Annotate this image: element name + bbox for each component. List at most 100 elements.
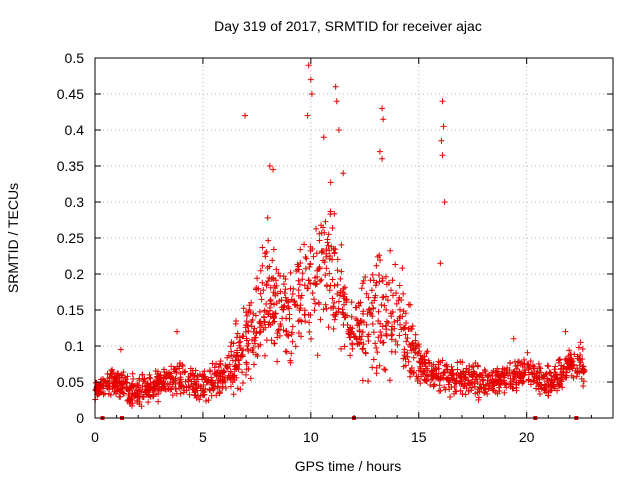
data-point bbox=[379, 277, 386, 284]
data-point bbox=[139, 371, 146, 378]
data-point bbox=[100, 383, 107, 390]
data-point bbox=[297, 305, 304, 312]
y-tick-label: 0.35 bbox=[57, 158, 84, 174]
data-point bbox=[208, 392, 215, 399]
data-point bbox=[240, 305, 247, 312]
data-point bbox=[342, 314, 349, 321]
data-point bbox=[357, 299, 364, 306]
data-point bbox=[503, 384, 510, 391]
data-point bbox=[271, 340, 278, 347]
data-point bbox=[296, 281, 303, 288]
data-point bbox=[277, 323, 284, 330]
data-point bbox=[407, 344, 414, 351]
data-point bbox=[364, 333, 371, 340]
data-point bbox=[340, 310, 347, 317]
data-point bbox=[382, 273, 389, 280]
data-point bbox=[155, 398, 162, 405]
data-point bbox=[142, 389, 149, 396]
data-point bbox=[334, 267, 341, 274]
data-point bbox=[335, 127, 342, 133]
data-point bbox=[579, 345, 586, 352]
data-point bbox=[384, 297, 391, 304]
data-point bbox=[371, 294, 378, 301]
data-point bbox=[410, 354, 417, 361]
data-point bbox=[196, 396, 203, 403]
data-point bbox=[490, 387, 497, 394]
data-point bbox=[321, 229, 328, 236]
data-point bbox=[282, 294, 289, 301]
data-point bbox=[331, 282, 338, 289]
data-point bbox=[358, 285, 365, 292]
data-point bbox=[465, 380, 472, 387]
data-point bbox=[172, 375, 179, 382]
data-point bbox=[348, 299, 355, 306]
data-point bbox=[403, 338, 410, 345]
data-point bbox=[414, 342, 421, 349]
data-point bbox=[147, 381, 154, 388]
data-point bbox=[457, 378, 464, 385]
data-point bbox=[264, 278, 271, 285]
data-point bbox=[501, 377, 508, 384]
x-tick-label: 10 bbox=[303, 429, 319, 445]
data-point bbox=[405, 326, 412, 333]
data-point bbox=[423, 349, 430, 356]
data-point bbox=[282, 348, 289, 355]
data-point bbox=[140, 393, 147, 400]
data-point bbox=[289, 290, 296, 297]
data-point bbox=[121, 390, 128, 397]
data-point bbox=[490, 382, 497, 389]
data-point bbox=[452, 379, 459, 386]
data-point bbox=[492, 369, 499, 376]
data-point bbox=[389, 331, 396, 338]
data-point bbox=[257, 341, 264, 348]
data-point bbox=[580, 382, 587, 389]
data-point bbox=[201, 368, 208, 375]
data-point bbox=[273, 300, 280, 307]
data-point bbox=[495, 368, 502, 375]
data-point bbox=[412, 331, 419, 338]
data-point bbox=[334, 281, 341, 288]
data-point bbox=[255, 285, 262, 292]
data-point bbox=[487, 376, 494, 383]
data-point bbox=[396, 332, 403, 339]
data-point bbox=[419, 355, 426, 362]
data-point bbox=[453, 371, 460, 378]
data-point bbox=[295, 318, 302, 325]
data-point bbox=[375, 308, 382, 315]
data-point bbox=[326, 255, 333, 262]
data-point bbox=[222, 362, 229, 369]
data-point bbox=[401, 324, 408, 331]
data-point bbox=[279, 315, 286, 322]
data-point bbox=[371, 297, 378, 304]
data-point bbox=[250, 328, 257, 335]
data-point bbox=[227, 383, 234, 390]
data-point bbox=[318, 276, 325, 283]
data-point bbox=[317, 278, 324, 285]
data-point bbox=[244, 312, 251, 319]
data-point bbox=[165, 385, 172, 392]
data-point bbox=[222, 379, 229, 386]
data-point bbox=[267, 298, 274, 305]
data-point bbox=[296, 317, 303, 324]
data-point bbox=[122, 376, 129, 383]
x-axis-title: GPS time / hours bbox=[295, 458, 402, 474]
data-point bbox=[330, 325, 337, 332]
data-point bbox=[445, 381, 452, 388]
data-point bbox=[379, 294, 386, 301]
data-point bbox=[419, 356, 426, 363]
data-point bbox=[354, 341, 361, 348]
data-point bbox=[389, 323, 396, 330]
data-point bbox=[146, 371, 153, 378]
data-point bbox=[327, 211, 334, 218]
data-point bbox=[388, 348, 395, 355]
data-point bbox=[430, 383, 437, 390]
data-point bbox=[438, 137, 445, 144]
data-point bbox=[179, 363, 186, 370]
data-point bbox=[318, 222, 325, 229]
data-point bbox=[410, 370, 417, 377]
x-tick-label: 20 bbox=[519, 429, 535, 445]
data-point bbox=[566, 356, 573, 363]
data-point bbox=[399, 265, 406, 272]
data-point bbox=[274, 330, 281, 337]
